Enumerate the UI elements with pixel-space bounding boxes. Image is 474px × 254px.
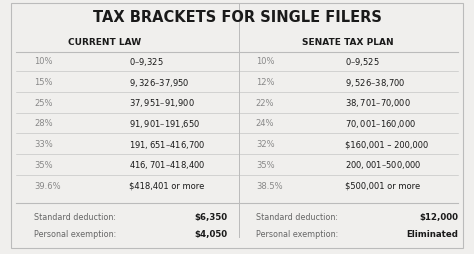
Text: 32%: 32% — [256, 140, 274, 149]
Text: Eliminated: Eliminated — [407, 229, 458, 238]
Text: $500,001 or more: $500,001 or more — [346, 181, 420, 190]
Text: 33%: 33% — [35, 140, 53, 149]
Text: $418,401 or more: $418,401 or more — [128, 181, 204, 190]
Text: $0 – $9,325: $0 – $9,325 — [128, 56, 164, 68]
Text: $91,901 – $191,650: $91,901 – $191,650 — [128, 118, 200, 130]
Text: Personal exemption:: Personal exemption: — [256, 229, 338, 238]
Text: Standard deduction:: Standard deduction: — [35, 212, 117, 221]
Text: CURRENT LAW: CURRENT LAW — [69, 38, 142, 47]
Text: $191,651 – $416,700: $191,651 – $416,700 — [128, 138, 205, 150]
Text: 38.5%: 38.5% — [256, 181, 283, 190]
Text: 28%: 28% — [35, 119, 53, 128]
Text: TAX BRACKETS FOR SINGLE FILERS: TAX BRACKETS FOR SINGLE FILERS — [92, 10, 382, 25]
Text: 22%: 22% — [256, 98, 274, 107]
Text: $70,001 – $160,000: $70,001 – $160,000 — [346, 118, 417, 130]
Text: Standard deduction:: Standard deduction: — [256, 212, 338, 221]
Text: 25%: 25% — [35, 98, 53, 107]
Text: SENATE TAX PLAN: SENATE TAX PLAN — [302, 38, 393, 47]
Text: 10%: 10% — [35, 57, 53, 66]
Text: $37,951 – $91,900: $37,951 – $91,900 — [128, 97, 194, 109]
Text: $9,326 – $37,950: $9,326 – $37,950 — [128, 76, 189, 88]
Text: $4,050: $4,050 — [194, 229, 228, 238]
Text: 35%: 35% — [256, 160, 274, 169]
Text: 10%: 10% — [256, 57, 274, 66]
Text: $12,000: $12,000 — [419, 212, 458, 221]
Text: 15%: 15% — [35, 78, 53, 87]
Text: $9,526 – $38,700: $9,526 – $38,700 — [346, 76, 406, 88]
Text: $0 – $9,525: $0 – $9,525 — [346, 56, 380, 68]
Text: $6,350: $6,350 — [194, 212, 228, 221]
Text: $416,701 – $418,400: $416,701 – $418,400 — [128, 159, 205, 171]
Text: 12%: 12% — [256, 78, 274, 87]
Text: $200,001 – $500,000: $200,001 – $500,000 — [346, 159, 422, 171]
Text: Personal exemption:: Personal exemption: — [35, 229, 117, 238]
Text: 39.6%: 39.6% — [35, 181, 61, 190]
Text: 24%: 24% — [256, 119, 274, 128]
Text: $160,001 – 200,000: $160,001 – 200,000 — [346, 140, 428, 149]
Text: $38,701 – $70,000: $38,701 – $70,000 — [346, 97, 411, 109]
Text: 35%: 35% — [35, 160, 53, 169]
